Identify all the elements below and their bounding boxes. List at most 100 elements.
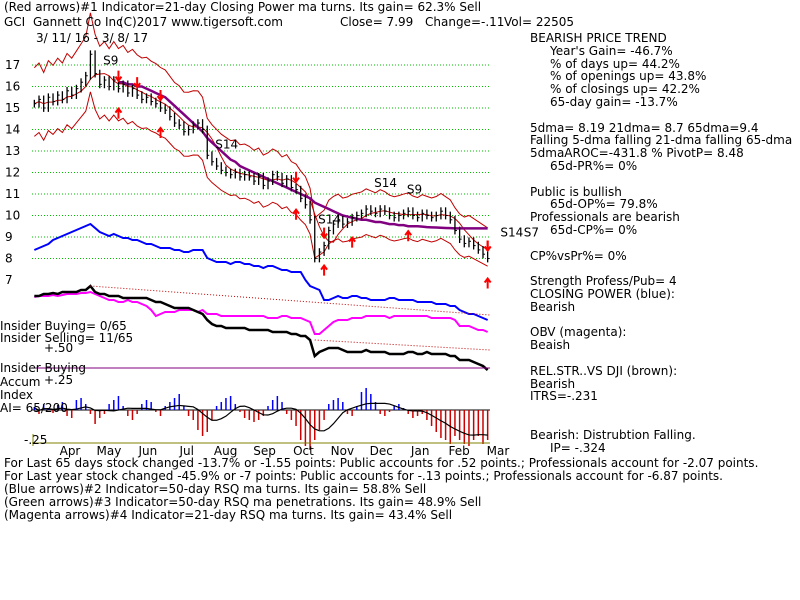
ma65-polyline [118,80,488,230]
ma65-line [118,80,488,230]
red-up-arrow [348,235,356,248]
change-value: Change=-.11 [425,15,505,29]
stats-line: % of openings up= 43.8% [550,69,707,84]
y-tick-label: 14 [5,123,20,137]
close-value: Close= 7.99 [340,15,414,29]
y-tick-label: 8 [5,252,13,266]
stats-line [530,403,792,416]
red-up-arrow [320,263,328,276]
price-gridlines [32,64,490,259]
indicator-1-line: (Red arrows)#1 Indicator=21-day Closing … [4,0,482,14]
footer-line: (Magenta arrows)#4 Indicator=21-day RSQ … [4,508,453,522]
month-label: Oct [293,444,314,458]
relative-strength-line [32,284,491,371]
stats-line [530,173,792,186]
red-down-arrow [156,90,165,102]
stats-line: Bearish [530,299,576,314]
stats-line: Bearish: Distrubtion Falling. [530,427,696,442]
date-range: 3/ 11/ 16 - 3/ 8/ 17 [36,31,149,45]
month-label: Jun [137,444,157,458]
stats-line: Beaish [530,338,571,353]
signal-label: S9 [103,54,118,68]
footer-notes: For Last 65 days stock changed -13.7% or… [4,457,758,522]
red-up-arrow [483,276,492,289]
price-bars [33,50,490,263]
stats-line: OBV (magenta): [530,325,627,340]
month-label: May [97,444,122,458]
y-tick-label: 9 [5,230,13,244]
stats-line: Strength Profess/Pub= 4 [530,274,677,289]
stats-line: CP%vsPr%= 0% [530,248,627,263]
signal-label: S14 [374,176,397,190]
signal-label: S14 [500,226,523,240]
closing-power-polyline [33,222,489,321]
month-label: Jan [410,444,430,458]
month-label: Aug [214,444,237,458]
closing-power-line [33,222,489,321]
insider-buying-count: Insider Buying= 0/65 [0,319,127,333]
insider-selling-count: Insider Selling= 11/65 [0,331,134,345]
accum-ma-line [34,402,488,436]
accum-minus25-label: -.25 [24,433,48,447]
stats-line: Falling 5-dma falling 21-dma falling 65-… [530,133,793,148]
obv-line [34,290,489,335]
accum-label: Accum [0,375,41,389]
stats-line [530,237,792,250]
stats-line: Public is bullish [530,184,622,199]
accumulation-index [32,388,490,450]
upper-band [33,12,488,229]
stats-line: 65d-CP%= 0% [550,222,638,237]
accum-plus50-label: +.50 [44,341,74,355]
red-up-arrow [156,126,165,138]
y-tick-label: 12 [5,166,20,180]
insider-buying-label: Insider Buying [0,361,86,375]
accum-plus25-label: +.25 [44,373,74,387]
red-down-arrow [114,70,123,83]
month-label: Dec [370,444,393,458]
month-label: Mar [487,444,510,458]
ticker: GCI [4,15,26,29]
stats-line: 65d-PR%= 0% [550,158,638,173]
index-label: Index [0,388,34,402]
stats-line: Professionals are bearish [530,210,680,225]
month-label: Feb [448,444,469,458]
red-up-arrow [292,208,300,220]
y-tick-label: 13 [5,144,20,158]
signal-label: S14 [318,213,341,227]
y-tick-label: 16 [5,80,20,94]
price-axis-ticks: 7 8 9 10 11 12 13 14 15 16 17 [5,58,20,287]
trend-guide [90,285,491,316]
stats-line: Year's Gain= -46.7% [550,43,673,58]
footer-line: For Last 65 days stock changed -13.7% or… [4,456,759,470]
stats-line: 65d-OP%= 79.8% [550,197,658,212]
y-tick-label: 17 [5,58,20,72]
company-name: Gannett Co Inc [33,15,123,29]
obv-polyline [34,290,489,335]
footer-line: For Last year stock changed -45.9% or -7… [4,469,723,483]
y-tick-label: 10 [5,209,20,223]
stats-line: IP= -.324 [550,440,606,455]
stats-line: % of closings up= 42.2% [550,82,700,97]
y-tick-label: 15 [5,101,20,115]
red-down-arrow [133,77,141,89]
month-label: Sep [253,444,276,458]
signal-label: S7 [524,226,539,240]
red-down-arrow [320,227,328,240]
red-down-arrow [292,171,300,184]
stats-line [530,416,792,429]
stats-line: CLOSING POWER (blue): [530,286,675,301]
signal-label: S9 [407,183,422,197]
stats-line: ITRS=-.231 [530,389,598,404]
month-label: Jul [178,444,193,458]
stats-line: REL.STR..VS DJI (brown): [530,363,678,378]
red-down-arrow [483,240,492,253]
trading-bands [33,12,488,267]
stats-line: 65-day gain= -13.7% [550,94,678,109]
lower-band [34,91,488,267]
rel-str-polyline [34,284,489,371]
footer-line: (Green arrows)#3 Indicator=50-day RSQ ma… [4,495,482,509]
red-up-arrow [404,229,413,242]
red-up-arrow [114,106,123,119]
volume-value: Vol= 22505 [504,15,574,29]
